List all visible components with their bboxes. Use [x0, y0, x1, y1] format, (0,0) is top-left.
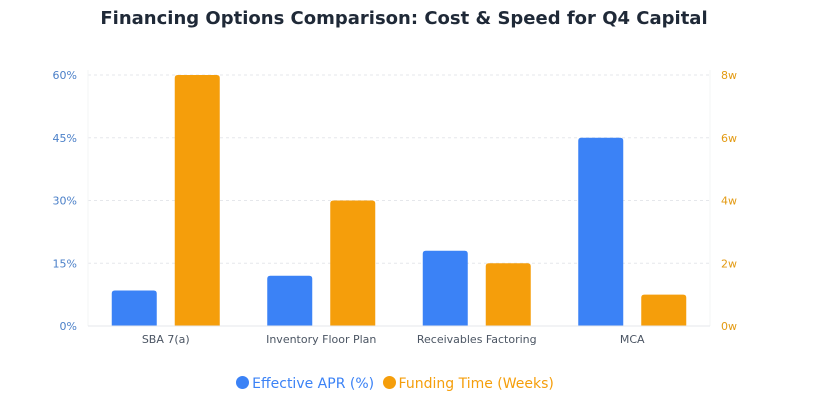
x-axis-tick-label: Inventory Floor Plan: [266, 333, 376, 346]
bar-apr-1[interactable]: [267, 275, 313, 326]
x-axis: SBA 7(a) Inventory Floor Plan Receivables …: [88, 325, 710, 346]
bar-funding-time-0[interactable]: [174, 75, 220, 326]
chart-title: Financing Options Comparison: Cost & Spe…: [100, 8, 708, 29]
left-axis-tick-label: 0%: [60, 320, 77, 333]
legend-swatch-funding-time: [382, 376, 396, 389]
bar-apr-0[interactable]: [111, 290, 157, 326]
right-axis-tick-label: 2w: [721, 257, 737, 270]
right-axis: 0w 2w 4w 6w 8w: [709, 69, 737, 333]
legend-label-funding-time: Funding Time (Weeks): [398, 376, 554, 392]
left-axis: 0% 15% 30% 45% 60%: [53, 69, 89, 333]
left-axis-tick-label: 15%: [53, 257, 77, 270]
bar-funding-time-1[interactable]: [330, 200, 376, 327]
left-axis-tick-label: 45%: [53, 132, 77, 145]
legend-label-apr: Effective APR (%): [252, 376, 375, 392]
right-axis-tick-label: 8w: [721, 69, 737, 82]
right-axis-tick-label: 0w: [721, 320, 737, 333]
bar-funding-time-3[interactable]: [641, 294, 687, 326]
left-axis-tick-label: 30%: [53, 195, 77, 208]
legend-item-funding-time[interactable]: Funding Time (Weeks): [382, 376, 554, 392]
legend-item-apr[interactable]: Effective APR (%): [236, 376, 374, 392]
x-axis-tick-label: MCA: [620, 333, 645, 346]
x-axis-tick-label: Receivables Factoring: [417, 333, 537, 346]
x-axis-tick-label: SBA 7(a): [142, 333, 190, 346]
bar-funding-time-2[interactable]: [485, 263, 531, 326]
legend: Effective APR (%) Funding Time (Weeks): [0, 376, 790, 392]
right-axis-tick-label: 6w: [721, 132, 737, 145]
bars: [111, 75, 687, 327]
bar-apr-3[interactable]: [578, 137, 624, 326]
left-axis-tick-label: 60%: [53, 69, 77, 82]
right-axis-tick-label: 4w: [721, 195, 737, 208]
legend-swatch-apr: [236, 376, 250, 389]
bar-apr-2[interactable]: [422, 250, 468, 326]
